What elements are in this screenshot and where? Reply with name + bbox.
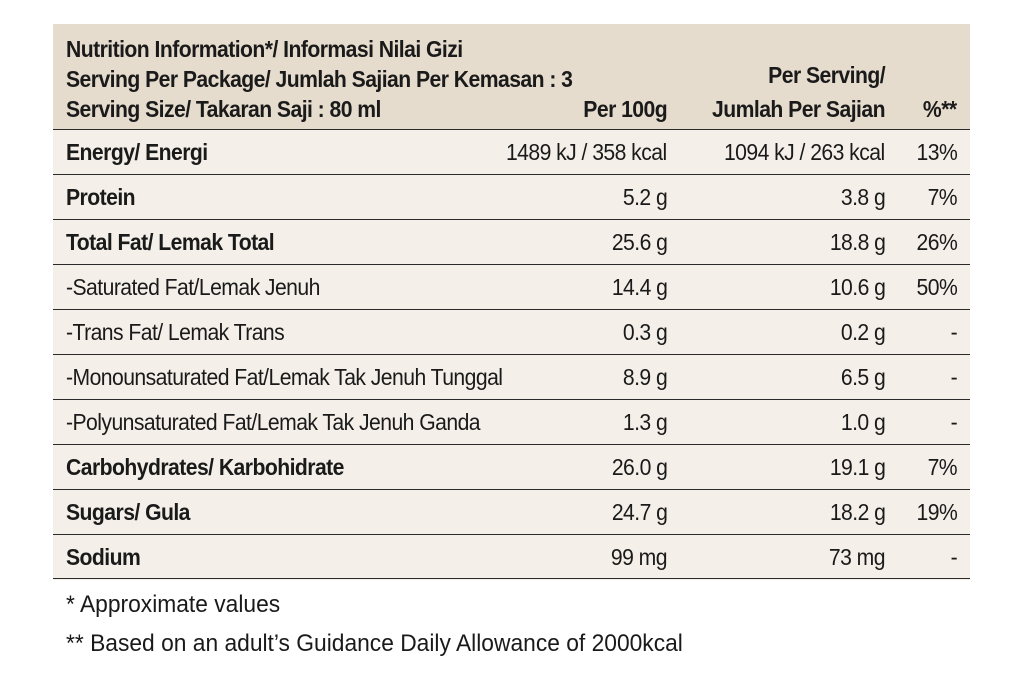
percent-value: 19% [916,499,957,525]
per-100g-value: 24.7 g [611,499,667,525]
nutrient-name: Carbohydrates/ Karbohidrate [66,454,344,480]
per-100g-value: 5.2 g [622,184,668,210]
percent-value: - [950,319,958,345]
nutrient-name: Total Fat/ Lemak Total [66,229,275,255]
footnote-approximate: * Approximate values [66,591,281,618]
nutrient-name: Sugars/ Gula [66,499,190,525]
table-row: Protein 5.2 g 3.8 g 7% [53,174,970,219]
footnote-gda: ** Based on an adult’s Guidance Daily Al… [66,630,683,657]
percent-value: 7% [927,454,958,480]
percent-value: 26% [916,229,957,255]
table-row: -Monounsaturated Fat/Lemak Tak Jenuh Tun… [53,354,970,399]
percent-value: - [950,364,958,390]
table-row: Sugars/ Gula 24.7 g 18.2 g 19% [53,489,970,534]
per-100g-value: 1489 kJ / 358 kcal [506,139,667,165]
table-row: Energy/ Energi 1489 kJ / 358 kcal 1094 kJ … [53,129,970,174]
percent-value: 7% [927,184,958,210]
table-row: Sodium 99 mg 73 mg - [53,534,970,579]
per-serving-value: 10.6 g [829,274,885,300]
table-row: -Saturated Fat/Lemak Jenuh 14.4 g 10.6 g 50… [53,264,970,309]
column-header-percent: %** [923,96,957,122]
column-header-per-100g: Per 100g [583,96,667,122]
nutrition-panel: Nutrition Information*/ Informasi Nilai … [53,24,970,580]
nutrition-title: Nutrition Information*/ Informasi Nilai … [66,36,463,62]
per-100g-value: 8.9 g [622,364,668,390]
nutrient-name: -Monounsaturated Fat/Lemak Tak Jenuh Tun… [66,364,503,390]
nutrient-name: -Saturated Fat/Lemak Jenuh [66,274,320,300]
per-100g-value: 1.3 g [622,409,668,435]
per-100g-value: 26.0 g [611,454,667,480]
per-serving-value: 3.8 g [840,184,886,210]
per-serving-value: 1.0 g [840,409,886,435]
nutrient-name: Sodium [66,544,141,570]
table-row: Carbohydrates/ Karbohidrate 26.0 g 19.1 g 7… [53,444,970,489]
nutrient-name: Protein [66,184,136,210]
per-100g-value: 0.3 g [622,319,668,345]
nutrient-name: Energy/ Energi [66,139,208,165]
percent-value: - [950,409,958,435]
nutrition-header: Nutrition Information*/ Informasi Nilai … [53,24,970,129]
per-serving-value: 73 mg [828,544,886,570]
percent-value: - [950,544,958,570]
percent-value: 13% [916,139,957,165]
per-100g-value: 14.4 g [611,274,667,300]
serving-size: Serving Size/ Takaran Saji : 80 ml [66,96,381,122]
per-serving-value: 18.2 g [829,499,885,525]
serving-per-package: Serving Per Package/ Jumlah Sajian Per K… [66,66,573,92]
per-serving-value: 18.8 g [829,229,885,255]
nutrient-name: -Trans Fat/ Lemak Trans [66,319,285,345]
percent-value: 50% [916,274,957,300]
per-serving-value: 1094 kJ / 263 kcal [724,139,885,165]
column-header-per-serving: Per Serving/ [768,62,885,88]
per-serving-value: 0.2 g [840,319,886,345]
per-100g-value: 25.6 g [611,229,667,255]
nutrition-table: Energy/ Energi 1489 kJ / 358 kcal 1094 kJ … [53,129,970,579]
table-row: -Polyunsaturated Fat/Lemak Tak Jenuh Gan… [53,399,970,444]
column-header-per-serving-id: Jumlah Per Sajian [712,96,885,122]
nutrient-name: -Polyunsaturated Fat/Lemak Tak Jenuh Gan… [66,409,481,435]
per-serving-value: 19.1 g [829,454,885,480]
per-serving-value: 6.5 g [840,364,886,390]
table-row: Total Fat/ Lemak Total 25.6 g 18.8 g 26% [53,219,970,264]
table-row: -Trans Fat/ Lemak Trans 0.3 g 0.2 g - [53,309,970,354]
per-100g-value: 99 mg [610,544,668,570]
